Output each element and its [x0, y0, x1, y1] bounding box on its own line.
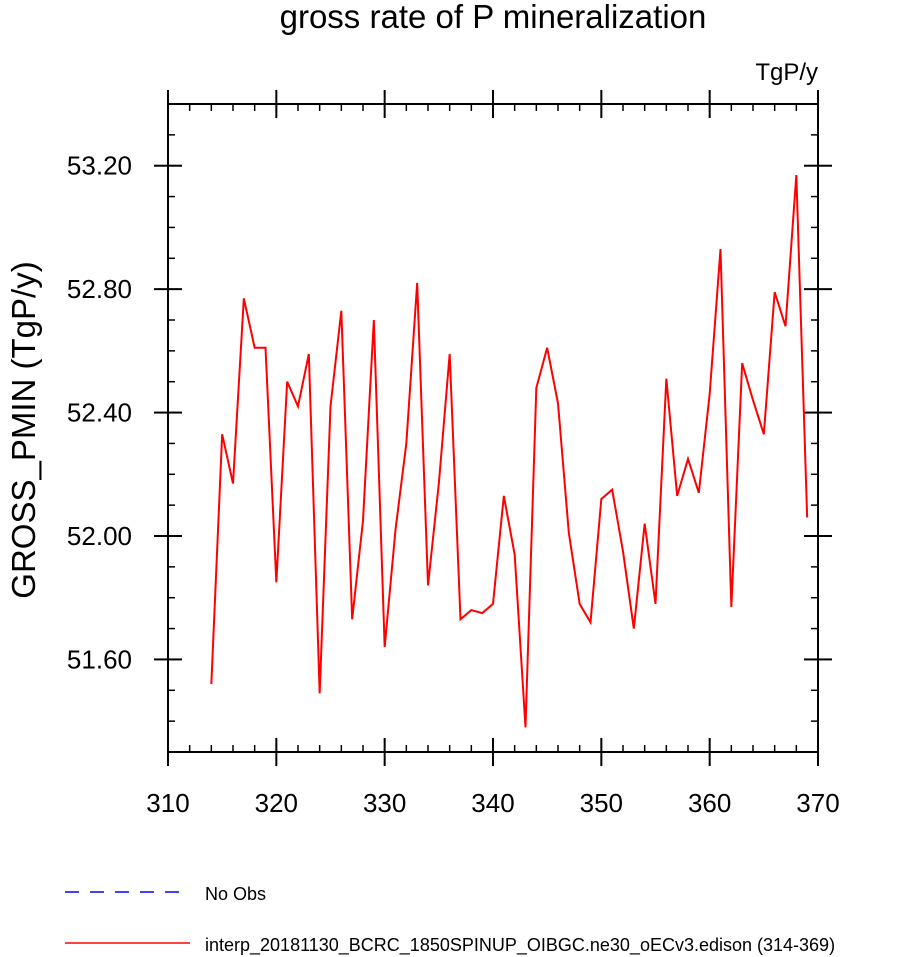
x-tick-label: 370	[796, 788, 839, 818]
x-tick-label: 360	[688, 788, 731, 818]
y-tick-label: 51.60	[67, 644, 132, 674]
units-label: TgP/y	[755, 59, 818, 86]
y-tick-label: 52.00	[67, 521, 132, 551]
y-axis-label: GROSS_PMIN (TgP/y)	[5, 261, 42, 598]
series-line	[210, 174, 809, 728]
legend: No Obs interp_20181130_BCRC_1850SPINUP_O…	[65, 884, 835, 956]
y-tick-label: 52.80	[67, 274, 132, 304]
legend-label-model: interp_20181130_BCRC_1850SPINUP_OIBGC.ne…	[205, 935, 835, 956]
x-tick-label: 330	[363, 788, 406, 818]
plot-frame	[167, 103, 819, 753]
y-tick-label: 53.20	[67, 151, 132, 181]
x-tick-label: 320	[255, 788, 298, 818]
chart-title: gross rate of P mineralization	[280, 0, 707, 35]
x-tick-label: 340	[471, 788, 514, 818]
axis-tick-labels: 310 320 330 340 350 360 370 51.60 52.00 52.40 52.8…	[67, 151, 840, 818]
legend-label-no-obs: No Obs	[205, 884, 266, 904]
x-tick-label: 350	[580, 788, 623, 818]
series-points	[211, 175, 807, 727]
axis-ticks	[154, 90, 832, 766]
y-tick-label: 52.40	[67, 398, 132, 428]
x-tick-label: 310	[146, 788, 189, 818]
